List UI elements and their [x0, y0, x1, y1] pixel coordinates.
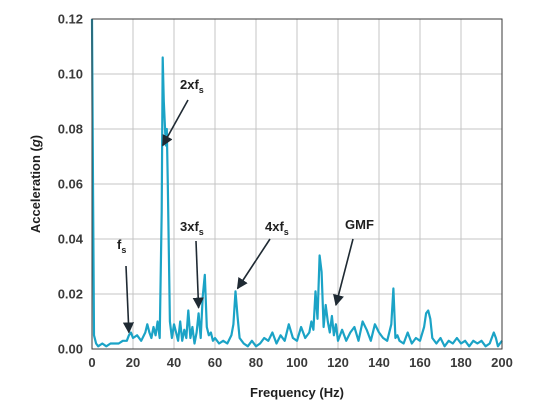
annotation-label: 3xfs — [180, 219, 204, 237]
tick-labels: 0 20 40 60 80 100 120 140 160 180 200 0.00 0.02 0.04 0… — [58, 12, 513, 371]
series-layer — [90, 18, 503, 348]
x-tick-label: 60 — [208, 355, 222, 370]
x-tick-label: 180 — [450, 355, 472, 370]
x-tick-label: 160 — [409, 355, 431, 370]
x-tick-label: 100 — [286, 355, 308, 370]
y-tick-label: 0.10 — [58, 67, 83, 82]
x-axis-label: Frequency (Hz) — [250, 385, 344, 400]
annotation-label: fs — [117, 237, 126, 255]
y-axis-label-prefix: Acceleration ( — [28, 146, 43, 233]
annotation-arrow — [236, 238, 271, 290]
plot-frame — [91, 18, 503, 350]
y-tick-label: 0.06 — [58, 177, 83, 192]
annotations: 2xfs 3xfs 4xfs GMF fs — [117, 77, 374, 334]
annotation-arrow — [192, 240, 204, 309]
y-tick-label: 0.08 — [58, 122, 83, 137]
y-axis-label-unit: g — [28, 139, 43, 148]
x-tick-label: 20 — [126, 355, 140, 370]
annotation-arrow — [162, 99, 189, 147]
x-tick-label: 140 — [368, 355, 390, 370]
y-tick-label: 0.02 — [58, 287, 83, 302]
y-tick-label: 0.12 — [58, 12, 83, 27]
y-tick-label: 0.04 — [58, 232, 84, 247]
annotation-arrow — [122, 265, 135, 334]
annotation-label: 4xfs — [265, 219, 289, 237]
x-tick-label: 200 — [491, 355, 513, 370]
x-tick-label: 120 — [327, 355, 349, 370]
x-tick-label: 80 — [249, 355, 263, 370]
x-tick-label: 0 — [88, 355, 95, 370]
annotation-label: 2xfs — [180, 77, 204, 95]
x-tick-label: 40 — [167, 355, 181, 370]
y-tick-label: 0.00 — [58, 342, 83, 357]
spectrum-line — [90, 18, 503, 348]
annotation-arrow — [333, 238, 354, 307]
y-axis-label-suffix: ) — [28, 135, 43, 139]
grid — [92, 19, 502, 349]
annotation-label: GMF — [345, 217, 374, 232]
y-axis-label: Acceleration (g) — [28, 135, 43, 233]
